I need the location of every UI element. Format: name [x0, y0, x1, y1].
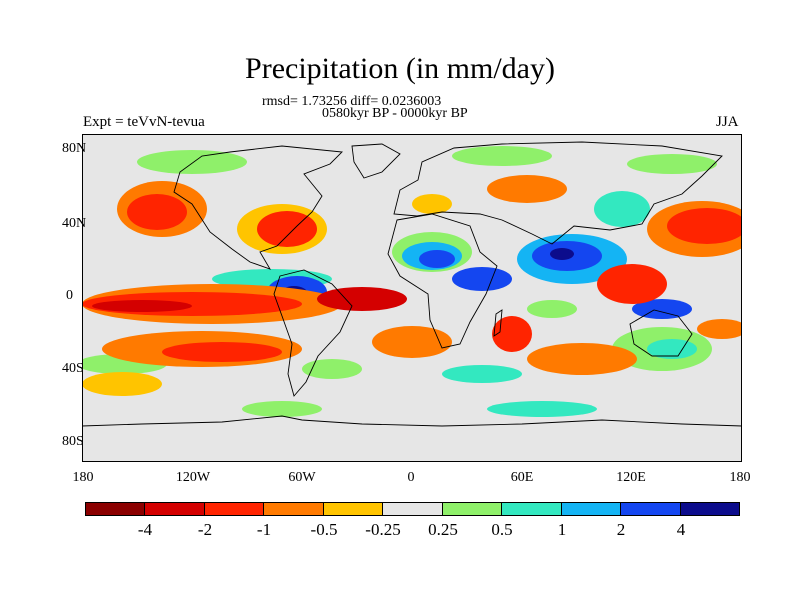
anomaly-patch — [302, 359, 362, 379]
legend-label: -0.5 — [310, 520, 338, 539]
season-label: JJA — [716, 114, 739, 130]
lon-label-60e: 60E — [510, 470, 534, 485]
anomaly-patch — [667, 208, 742, 244]
legend-label: 2 — [616, 520, 626, 539]
anomaly-patch — [317, 287, 407, 311]
legend-swatch — [322, 502, 384, 516]
coastlines — [82, 141, 742, 427]
anomaly-patch — [597, 264, 667, 304]
legend-swatch — [679, 502, 740, 516]
anomaly-patch — [452, 267, 512, 291]
anomaly-patch — [452, 146, 552, 166]
anomaly-patch — [527, 300, 577, 318]
legend-label: 1 — [557, 520, 567, 539]
north-america-coast — [173, 145, 343, 270]
anomaly-patch — [412, 194, 452, 214]
south-america-coast — [273, 269, 353, 397]
lat-label-80s: 80S — [62, 434, 84, 449]
legend-swatch — [382, 502, 443, 516]
anomaly-patch — [442, 365, 522, 383]
anomaly-patch — [627, 154, 717, 174]
lon-label-180e: 180 — [729, 470, 751, 485]
lat-label-80n: 80N — [62, 141, 87, 156]
lon-label-60w: 60W — [288, 470, 316, 485]
legend-swatch — [560, 502, 622, 516]
madagascar-coast — [493, 309, 503, 337]
lat-label-40n: 40N — [62, 216, 87, 231]
lon-label-0: 0 — [407, 470, 415, 485]
legend-swatch — [501, 502, 562, 516]
legend-label: 0.25 — [428, 520, 458, 539]
africa-coast — [387, 213, 498, 349]
precipitation-map — [82, 134, 742, 462]
anomaly-patch — [242, 401, 322, 417]
anomaly-patch — [419, 250, 455, 268]
australia-coast — [629, 309, 693, 357]
lon-label-120e: 120E — [616, 470, 646, 485]
anomaly-patch — [527, 343, 637, 375]
period-comparison: 0580kyr BP - 0000kyr BP — [322, 106, 468, 121]
legend-swatch — [85, 502, 146, 516]
anomaly-patch — [697, 319, 742, 339]
anomaly-patch — [127, 194, 187, 230]
legend-swatch — [441, 502, 503, 516]
rmsd-diff-stats: rmsd= 1.73256 diff= 0.0236003 — [262, 94, 442, 109]
anomaly-patch — [550, 248, 574, 260]
legend-label: -0.25 — [365, 520, 401, 539]
color-legend — [85, 502, 740, 516]
anomaly-patch — [492, 316, 532, 352]
antarctica-coast — [82, 415, 742, 427]
legend-label: -1 — [256, 520, 272, 539]
anomaly-patch — [372, 326, 452, 358]
greenland-coast — [351, 143, 401, 179]
europe-asia-coast — [393, 141, 723, 245]
anomaly-patch — [162, 342, 282, 362]
experiment-label: Expt = teVvN-tevua — [83, 114, 205, 130]
legend-label: 0.5 — [491, 520, 513, 539]
anomaly-patch — [594, 191, 650, 227]
legend-swatch — [144, 502, 205, 516]
legend-swatch — [203, 502, 265, 516]
lat-label-40s: 40S — [62, 361, 84, 376]
legend-swatch — [620, 502, 681, 516]
legend-label: 4 — [676, 520, 686, 539]
anomaly-patch — [92, 300, 192, 312]
anomaly-patch — [82, 372, 162, 396]
anomaly-patch — [137, 150, 247, 174]
anomaly-field — [82, 146, 742, 417]
map-canvas — [82, 134, 742, 462]
anomaly-patch — [487, 401, 597, 417]
plot-title: Precipitation (in mm/day) — [245, 52, 555, 85]
legend-label: -4 — [137, 520, 153, 539]
anomaly-patch — [647, 339, 697, 359]
legend-label: -2 — [197, 520, 213, 539]
legend-swatch — [263, 502, 324, 516]
anomaly-patch — [257, 211, 317, 247]
lat-label-eq: 0 — [66, 288, 73, 303]
lon-label-180w: 180 — [72, 470, 94, 485]
lon-label-120w: 120W — [175, 470, 211, 485]
map-frame — [82, 134, 742, 462]
anomaly-patch — [487, 175, 567, 203]
